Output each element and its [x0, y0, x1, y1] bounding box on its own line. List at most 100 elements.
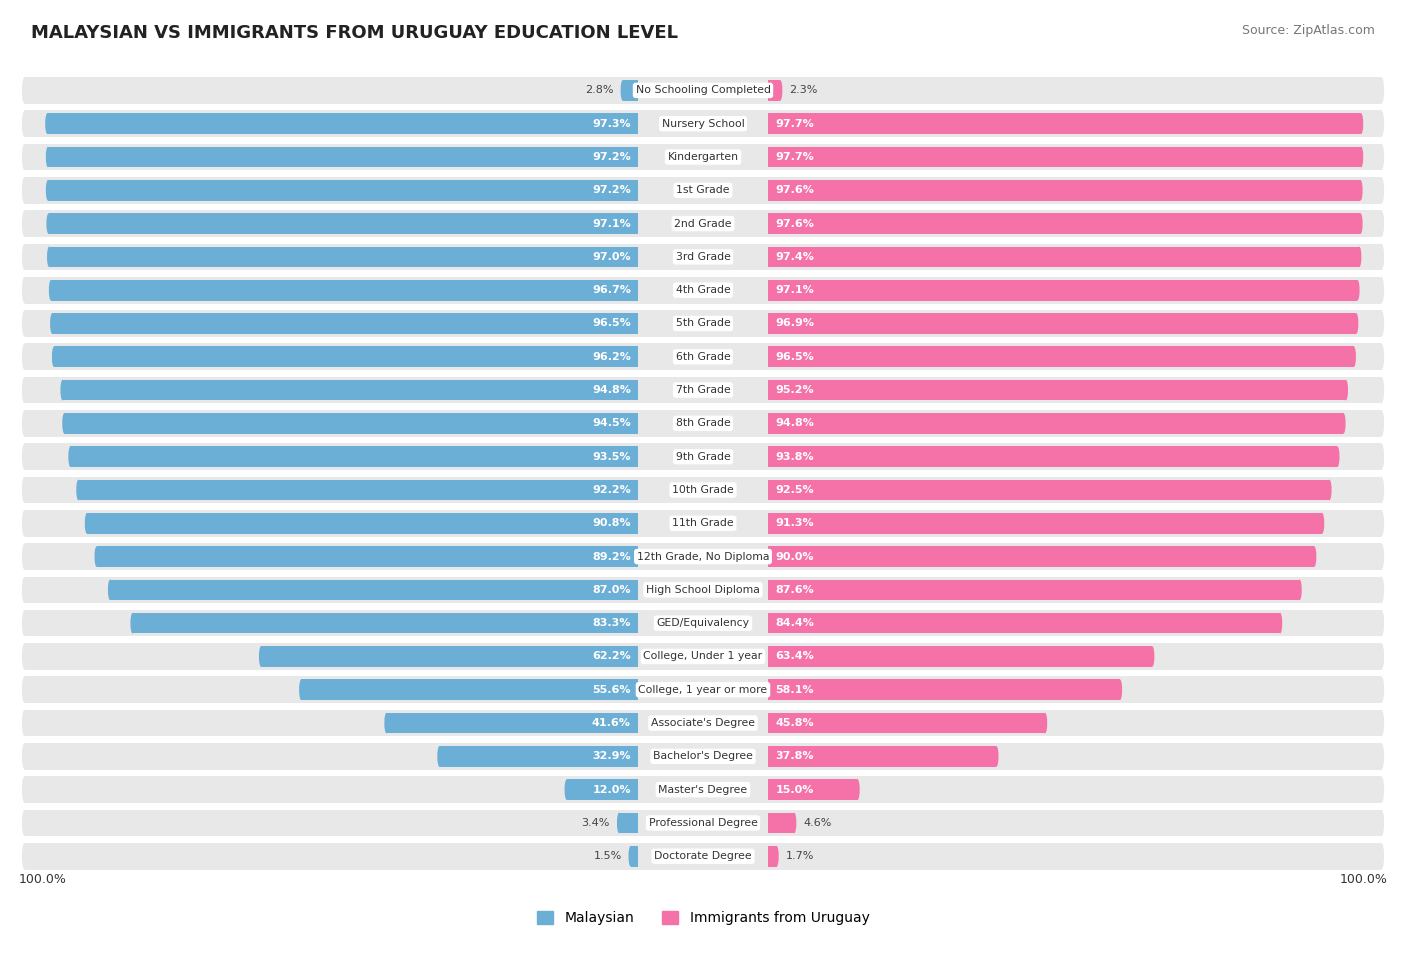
Circle shape [617, 812, 621, 834]
Text: 7th Grade: 7th Grade [676, 385, 730, 395]
Bar [25, 376, 1381, 404]
Bar [25, 277, 1381, 303]
Bar [636, 579, 638, 601]
Circle shape [22, 244, 27, 270]
Bar [636, 680, 638, 700]
Bar [636, 379, 638, 401]
Text: High School Diploma: High School Diploma [647, 585, 759, 595]
Text: 87.6%: 87.6% [775, 585, 814, 595]
Text: 45.8%: 45.8% [775, 718, 814, 728]
Bar [768, 579, 770, 601]
Bar [440, 746, 638, 766]
Circle shape [22, 576, 27, 604]
Bar [49, 247, 638, 267]
Circle shape [620, 80, 624, 100]
Bar [636, 280, 638, 300]
Text: 1st Grade: 1st Grade [676, 185, 730, 195]
Bar [768, 579, 1299, 601]
Circle shape [51, 313, 55, 333]
Circle shape [1379, 410, 1384, 437]
Bar [768, 613, 1279, 634]
Circle shape [1355, 280, 1360, 300]
Bar [768, 214, 1361, 234]
Bar [636, 546, 638, 566]
Circle shape [1379, 710, 1384, 736]
Bar [768, 513, 1322, 533]
Bar [25, 809, 1381, 837]
Bar [636, 613, 638, 634]
Text: 96.5%: 96.5% [592, 319, 631, 329]
Bar [52, 313, 638, 333]
Text: 15.0%: 15.0% [775, 785, 814, 795]
Circle shape [565, 779, 569, 800]
Bar [48, 146, 638, 168]
Bar [110, 579, 638, 601]
Bar [301, 680, 638, 700]
Circle shape [22, 809, 27, 837]
Text: 90.0%: 90.0% [775, 552, 814, 562]
Circle shape [1379, 444, 1384, 470]
Circle shape [46, 180, 51, 201]
Text: GED/Equivalency: GED/Equivalency [657, 618, 749, 628]
Bar [768, 113, 770, 134]
Bar [87, 513, 638, 533]
Circle shape [1344, 379, 1348, 401]
Bar [636, 746, 638, 766]
Bar [768, 180, 770, 201]
Text: 5th Grade: 5th Grade [676, 319, 730, 329]
Text: 63.4%: 63.4% [775, 651, 814, 661]
Circle shape [69, 447, 73, 467]
Bar [768, 379, 1346, 401]
Circle shape [1379, 110, 1384, 137]
Bar [768, 646, 770, 667]
Text: 97.1%: 97.1% [592, 218, 631, 228]
Circle shape [22, 677, 27, 703]
Text: 1.5%: 1.5% [593, 851, 621, 861]
Bar [768, 247, 770, 267]
Text: 97.7%: 97.7% [775, 152, 814, 162]
Text: 6th Grade: 6th Grade [676, 352, 730, 362]
Circle shape [108, 579, 112, 601]
Bar [768, 680, 770, 700]
Bar [567, 779, 638, 800]
Circle shape [22, 543, 27, 570]
Bar [25, 110, 1381, 137]
Text: 97.0%: 97.0% [592, 252, 631, 262]
Bar [768, 346, 770, 368]
Bar [25, 776, 1381, 803]
Circle shape [1298, 579, 1302, 601]
Bar [25, 410, 1381, 437]
Circle shape [22, 843, 27, 870]
Circle shape [437, 746, 441, 766]
Circle shape [1320, 513, 1324, 533]
Text: 62.2%: 62.2% [592, 651, 631, 661]
Circle shape [775, 846, 779, 867]
Bar [25, 77, 1381, 103]
Text: 9th Grade: 9th Grade [676, 451, 730, 462]
Text: Nursery School: Nursery School [662, 119, 744, 129]
Text: 97.6%: 97.6% [775, 218, 814, 228]
Circle shape [1379, 177, 1384, 204]
Bar [25, 510, 1381, 536]
Bar [132, 613, 638, 634]
Circle shape [1379, 376, 1384, 404]
Text: 97.3%: 97.3% [592, 119, 631, 129]
Bar [25, 143, 1381, 171]
Bar [51, 280, 638, 300]
Bar [79, 480, 638, 500]
Circle shape [22, 510, 27, 536]
Circle shape [49, 280, 53, 300]
Bar [25, 576, 1381, 604]
Text: 94.5%: 94.5% [592, 418, 631, 428]
Text: 100.0%: 100.0% [18, 873, 66, 886]
Circle shape [84, 513, 89, 533]
Text: College, Under 1 year: College, Under 1 year [644, 651, 762, 661]
Bar [53, 346, 638, 368]
Circle shape [1341, 413, 1346, 434]
Bar [25, 444, 1381, 470]
Circle shape [46, 146, 51, 168]
Circle shape [22, 177, 27, 204]
Text: Doctorate Degree: Doctorate Degree [654, 851, 752, 861]
Circle shape [1379, 477, 1384, 503]
Text: Associate's Degree: Associate's Degree [651, 718, 755, 728]
